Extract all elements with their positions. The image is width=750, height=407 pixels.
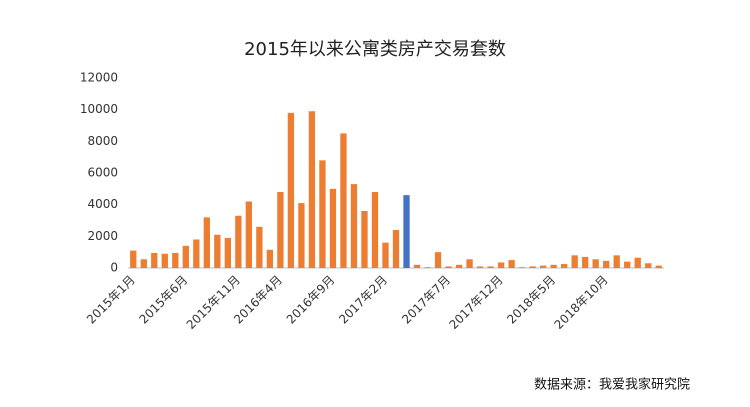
bar	[151, 252, 158, 268]
bar	[214, 234, 221, 268]
bar	[508, 260, 515, 268]
bar	[613, 255, 620, 268]
bar	[624, 261, 631, 268]
x-tick-label: 2018年10月	[552, 273, 611, 332]
bar	[361, 211, 368, 268]
bar	[298, 203, 305, 268]
bar	[466, 259, 473, 268]
bar	[182, 245, 189, 268]
y-tick-label: 4000	[87, 197, 118, 211]
y-tick-label: 8000	[87, 134, 118, 148]
y-tick-label: 2000	[87, 229, 118, 243]
y-tick-label: 12000	[80, 71, 118, 85]
bar	[497, 262, 505, 268]
bar	[413, 264, 421, 268]
bar	[561, 264, 568, 268]
bar	[266, 249, 274, 268]
source-note: 数据来源：我爱我家研究院	[534, 377, 690, 393]
x-tick-label: 2018年5月	[504, 273, 558, 327]
y-tick-label: 10000	[80, 102, 118, 116]
bar	[487, 266, 494, 268]
bar	[329, 188, 337, 268]
bar	[172, 252, 179, 268]
bar	[645, 263, 652, 268]
bar	[634, 257, 641, 268]
bar	[550, 264, 557, 268]
x-tick-label: 2016年9月	[284, 273, 338, 327]
bar	[529, 266, 536, 268]
y-tick-label: 6000	[87, 166, 118, 180]
bar	[592, 259, 599, 268]
x-tick-label: 2015年11月	[184, 273, 243, 332]
bar	[235, 215, 242, 268]
bar	[161, 253, 168, 268]
x-tick-label: 2015年1月	[84, 273, 138, 327]
bar	[603, 260, 610, 268]
bar	[203, 217, 210, 268]
bar	[518, 267, 526, 268]
x-tick-label: 2017年2月	[336, 273, 390, 327]
bar	[350, 184, 358, 268]
bar	[382, 242, 389, 268]
x-tick-label: 2017年7月	[399, 273, 453, 327]
bar	[256, 226, 263, 268]
bar	[319, 160, 326, 268]
bar	[308, 111, 316, 268]
bar	[445, 266, 452, 268]
bar	[424, 267, 431, 268]
bar	[434, 252, 442, 268]
x-tick-label: 2015年6月	[137, 273, 191, 327]
bar	[277, 192, 284, 268]
bar	[140, 259, 147, 268]
bar	[245, 201, 253, 268]
bar	[340, 133, 347, 268]
x-tick-label: 2017年12月	[446, 273, 505, 332]
bar	[130, 250, 137, 268]
y-tick-label: 0	[110, 261, 118, 275]
bar	[476, 266, 484, 268]
bar	[455, 264, 463, 268]
bar	[193, 239, 200, 268]
bar	[392, 230, 400, 268]
bar	[582, 256, 589, 268]
bar	[224, 237, 231, 268]
bar	[571, 255, 578, 268]
bar	[287, 112, 295, 268]
chart-title: 2015年以来公寓类房产交易套数	[244, 39, 506, 60]
bar	[403, 195, 410, 268]
bar	[655, 265, 662, 268]
bar	[539, 265, 547, 268]
bar	[371, 192, 379, 268]
